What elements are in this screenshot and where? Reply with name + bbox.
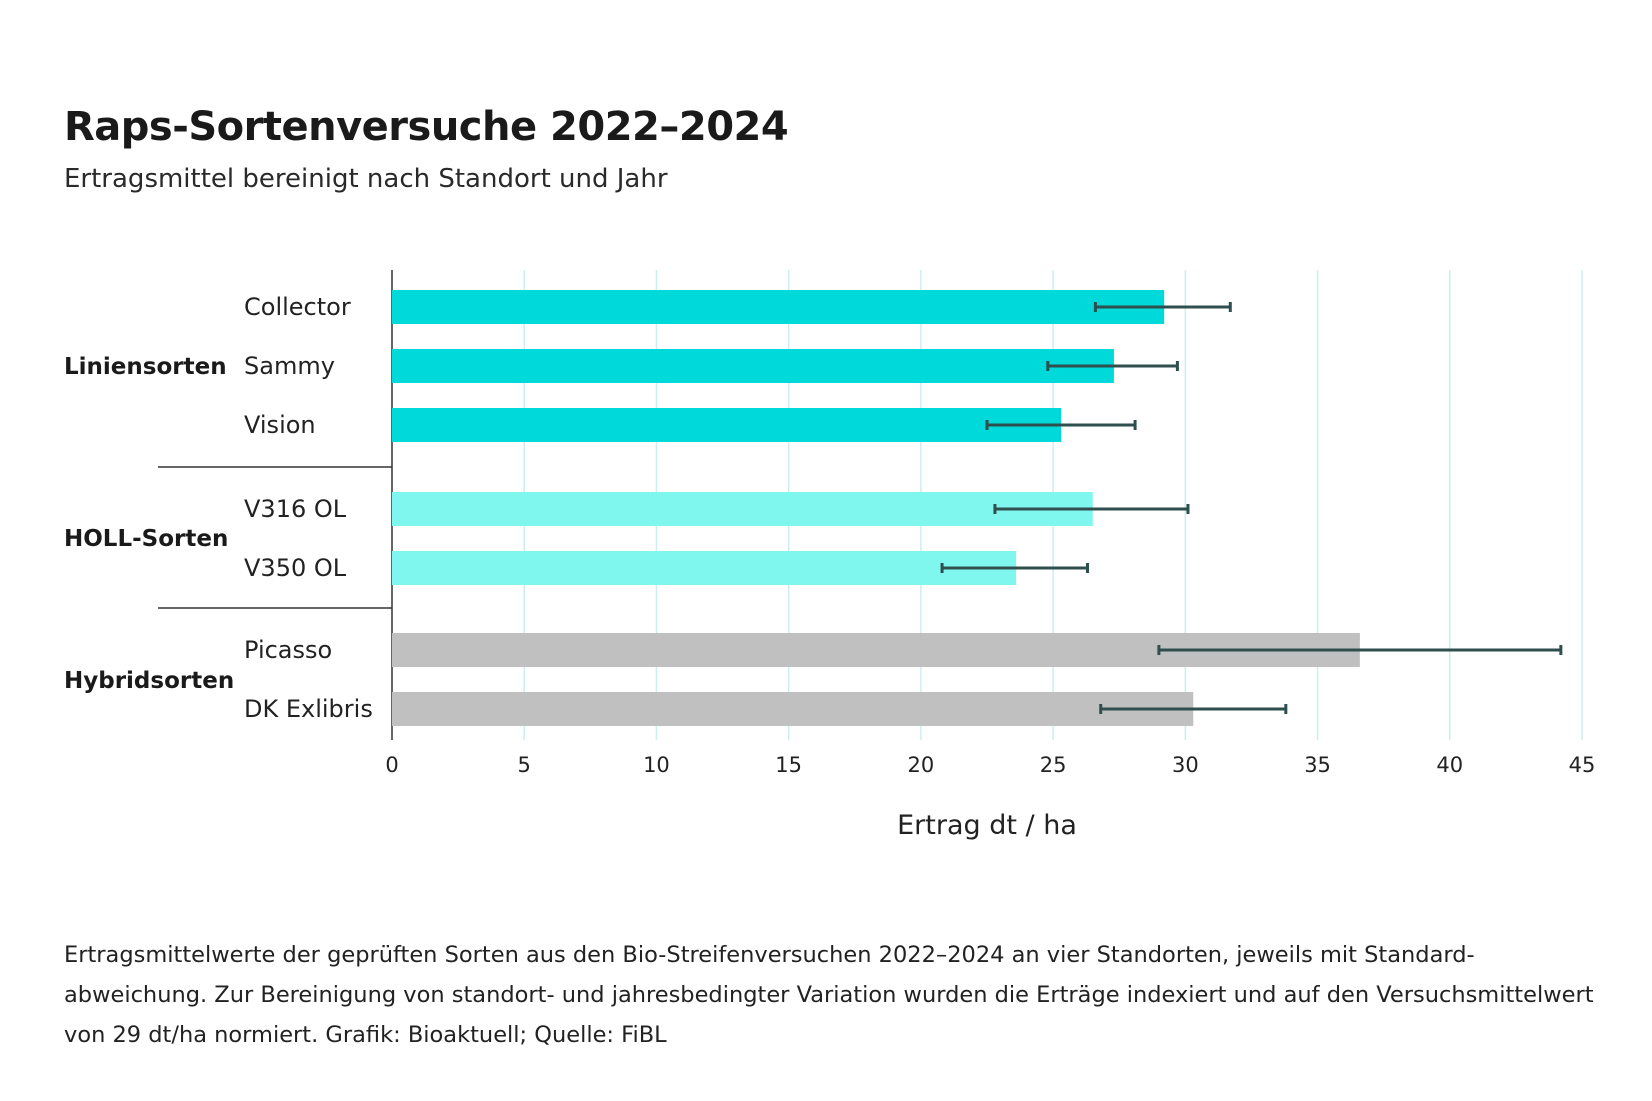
bar	[392, 349, 1114, 383]
bar	[392, 692, 1194, 726]
chart-subtitle: Ertragsmittel bereinigt nach Standort un…	[64, 164, 668, 194]
category-label: V350 OL	[244, 554, 347, 582]
x-tick-label: 0	[385, 753, 398, 777]
x-tick-label: 5	[518, 753, 531, 777]
x-tick-label: 40	[1436, 753, 1463, 777]
bar	[392, 408, 1062, 442]
category-label: Collector	[244, 293, 351, 321]
category-label: Vision	[244, 411, 316, 439]
x-axis-label: Ertrag dt / ha	[897, 810, 1077, 841]
group-label: Hybridsorten	[64, 668, 234, 694]
category-label: DK Exlibris	[244, 695, 373, 723]
category-label: Sammy	[244, 352, 335, 380]
category-label: V316 OL	[244, 495, 347, 523]
bar	[392, 551, 1017, 585]
x-tick-label: 25	[1040, 753, 1067, 777]
category-label: Picasso	[244, 636, 332, 664]
bar	[392, 290, 1165, 324]
x-tick-label: 45	[1569, 753, 1596, 777]
x-tick-label: 35	[1304, 753, 1331, 777]
x-tick-label: 15	[775, 753, 802, 777]
bar	[392, 492, 1093, 526]
chart-caption: Ertragsmittelwerte der geprüften Sorten …	[64, 942, 1594, 1048]
x-tick-label: 20	[908, 753, 935, 777]
x-tick-label: 10	[643, 753, 670, 777]
x-tick-label: 30	[1172, 753, 1199, 777]
group-label: Liniensorten	[64, 354, 227, 380]
group-label: HOLL-Sorten	[64, 526, 228, 552]
chart-title: Raps-Sortenversuche 2022–2024	[64, 104, 789, 150]
